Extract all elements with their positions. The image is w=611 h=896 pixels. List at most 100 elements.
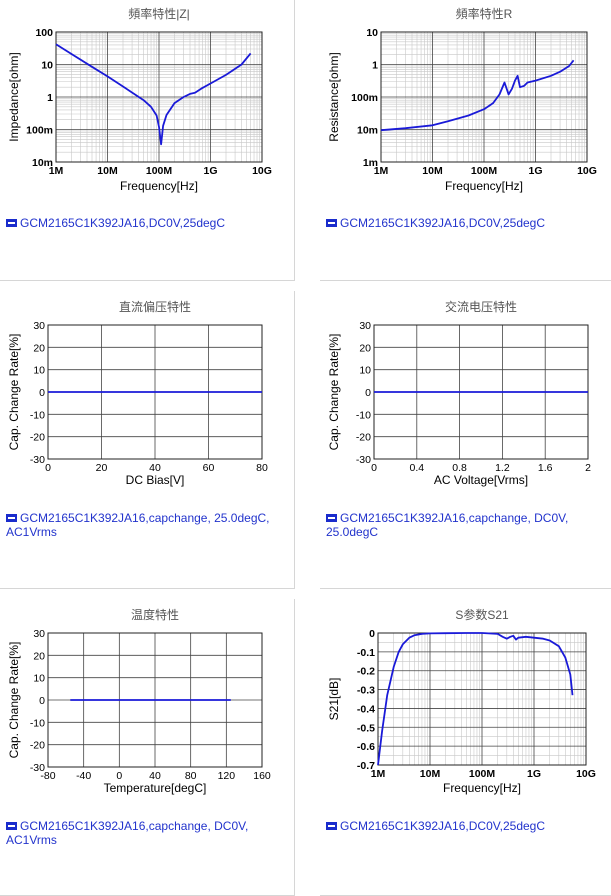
y-axis-label: S21[dB] — [327, 678, 341, 721]
x-tick-label: 0 — [116, 770, 122, 782]
y-tick-label: -0.1 — [357, 647, 375, 659]
y-tick-label: 0 — [39, 695, 45, 707]
legend-minus-icon[interactable] — [6, 219, 17, 227]
y-tick-label: -20 — [30, 740, 45, 752]
y-tick-label: -0.6 — [357, 741, 375, 753]
y-tick-label: 1 — [372, 60, 378, 72]
series-line — [55, 43, 252, 146]
y-tick-label: -0.5 — [357, 722, 375, 734]
chart-title: 温度特性 — [131, 607, 179, 622]
y-axis-label: Cap. Change Rate[%] — [7, 642, 21, 759]
legend-temperature[interactable]: GCM2165C1K392JA16,capchange, DC0V, AC1Vr… — [6, 819, 276, 847]
x-tick-label: 120 — [218, 770, 236, 782]
y-tick-label: -0.3 — [357, 685, 375, 697]
legend-minus-icon[interactable] — [6, 822, 17, 830]
x-tick-label: 1G — [203, 165, 217, 177]
x-tick-label: 100M — [146, 165, 173, 177]
resistance-chart: 頻率特性R 1M 10M 100M 1G 10G 1m 10m 100m 1 10 Frequency… — [327, 6, 597, 193]
y-axis-label: Resistance[ohm] — [327, 52, 341, 141]
legend-minus-icon[interactable] — [326, 219, 337, 227]
dc-bias-chart: 直流偏压特性 0 20 40 60 80 -30 -20 -10 0 10 20 30 DC Bias[V… — [7, 299, 268, 487]
x-tick-label: 0 — [45, 462, 51, 474]
legend-impedance[interactable]: GCM2165C1K392JA16,DC0V,25degC — [6, 216, 225, 230]
x-tick-label: -40 — [76, 770, 91, 782]
y-tick-label: -10 — [356, 409, 371, 421]
x-axis-label: AC Voltage[Vrms] — [434, 473, 528, 487]
x-tick-label: 1G — [527, 768, 541, 780]
y-tick-label: 20 — [33, 342, 45, 354]
y-tick-label: -30 — [30, 762, 45, 774]
x-tick-label: 10G — [252, 165, 272, 177]
legend-label[interactable]: GCM2165C1K392JA16,capchange, DC0V, AC1Vr… — [6, 819, 249, 847]
x-tick-label: 80 — [256, 462, 268, 474]
legend-ac-voltage[interactable]: GCM2165C1K392JA16,capchange, DC0V, 25.0d… — [326, 511, 596, 539]
legend-minus-icon[interactable] — [6, 514, 17, 522]
x-tick-label: 100M — [471, 165, 498, 177]
x-tick-label: -80 — [40, 770, 55, 782]
ac-voltage-chart: 交流电压特性 0 0.4 0.8 1.2 1.6 2 -30 -20 -10 0 10 20 30 AC V… — [327, 299, 591, 487]
plot-frame — [47, 632, 263, 768]
y-tick-label: 30 — [359, 320, 371, 332]
y-tick-label: 10m — [32, 157, 53, 169]
legend-label[interactable]: GCM2165C1K392JA16,DC0V,25degC — [340, 216, 546, 230]
legend-s21[interactable]: GCM2165C1K392JA16,DC0V,25degC — [326, 819, 545, 833]
x-tick-label: 1M — [374, 165, 389, 177]
y-tick-label: 1 — [47, 92, 53, 104]
x-tick-label: 1.6 — [538, 462, 553, 474]
impedance-chart: 頻率特性|Z| 1M 10M 100M 1G 10G 10m 100m 1 10 100 Freque… — [7, 6, 272, 193]
x-tick-label: 0.4 — [409, 462, 424, 474]
x-tick-label: 20 — [96, 462, 108, 474]
x-axis-label: Frequency[Hz] — [120, 179, 198, 193]
y-tick-label: 10 — [359, 365, 371, 377]
x-tick-label: 160 — [253, 770, 271, 782]
x-tick-label: 0 — [371, 462, 377, 474]
legend-minus-icon[interactable] — [326, 514, 337, 522]
gridlines — [55, 31, 263, 163]
x-tick-label: 10G — [577, 165, 597, 177]
legend-minus-icon[interactable] — [326, 822, 337, 830]
y-tick-label: -30 — [30, 454, 45, 466]
y-tick-label: 0 — [369, 628, 375, 640]
chart-title: 頻率特性R — [456, 6, 513, 21]
series-line — [377, 632, 574, 766]
y-tick-label: 10 — [366, 27, 378, 39]
y-tick-label: 10 — [33, 673, 45, 685]
y-tick-label: 10 — [41, 60, 53, 72]
legend-label[interactable]: GCM2165C1K392JA16,capchange, DC0V, 25.0d… — [326, 511, 569, 539]
x-tick-label: 40 — [149, 770, 161, 782]
x-tick-label: 60 — [203, 462, 215, 474]
y-axis-label: Impedance[ohm] — [7, 52, 21, 141]
legend-label[interactable]: GCM2165C1K392JA16,capchange, 25.0degC, A… — [6, 511, 270, 539]
x-tick-label: 80 — [185, 770, 197, 782]
y-axis-label: Cap. Change Rate[%] — [7, 334, 21, 451]
y-tick-label: 100m — [26, 125, 53, 137]
x-axis-label: Frequency[Hz] — [445, 179, 523, 193]
legend-resistance[interactable]: GCM2165C1K392JA16,DC0V,25degC — [326, 216, 545, 230]
legend-dc-bias[interactable]: GCM2165C1K392JA16,capchange, 25.0degC, A… — [6, 511, 276, 539]
y-tick-label: 100m — [351, 92, 378, 104]
x-tick-label: 10M — [422, 165, 443, 177]
legend-label[interactable]: GCM2165C1K392JA16,DC0V,25degC — [20, 216, 226, 230]
x-tick-label: 10G — [576, 768, 596, 780]
y-tick-label: 30 — [33, 320, 45, 332]
y-tick-label: 20 — [359, 342, 371, 354]
dc-bias-chart-panel: 直流偏压特性 0 20 40 60 80 -30 -20 -10 0 10 20 30 DC Bias[V… — [0, 291, 295, 589]
y-tick-label: 10m — [357, 125, 378, 137]
y-tick-label: -20 — [30, 432, 45, 444]
temperature-chart-panel: 温度特性 -80 -40 0 40 80 120 160 -30 -20 -10 0 10 20 30 Tem… — [0, 599, 295, 896]
x-tick-label: 10M — [420, 768, 441, 780]
x-tick-label: 100M — [469, 768, 496, 780]
y-tick-label: -30 — [356, 454, 371, 466]
x-tick-label: 1G — [528, 165, 542, 177]
y-tick-label: -0.2 — [357, 666, 375, 678]
y-tick-label: 10 — [33, 365, 45, 377]
x-tick-label: 1M — [371, 768, 386, 780]
y-tick-label: 0 — [365, 387, 371, 399]
y-tick-label: 20 — [33, 650, 45, 662]
ac-voltage-chart-panel: 交流电压特性 0 0.4 0.8 1.2 1.6 2 -30 -20 -10 0 10 20 30 AC V… — [320, 291, 611, 589]
x-axis-label: Frequency[Hz] — [443, 781, 521, 795]
y-tick-label: 1m — [363, 157, 378, 169]
x-tick-label: 1.2 — [495, 462, 510, 474]
y-tick-label: -0.7 — [357, 760, 375, 772]
legend-label[interactable]: GCM2165C1K392JA16,DC0V,25degC — [340, 819, 546, 833]
